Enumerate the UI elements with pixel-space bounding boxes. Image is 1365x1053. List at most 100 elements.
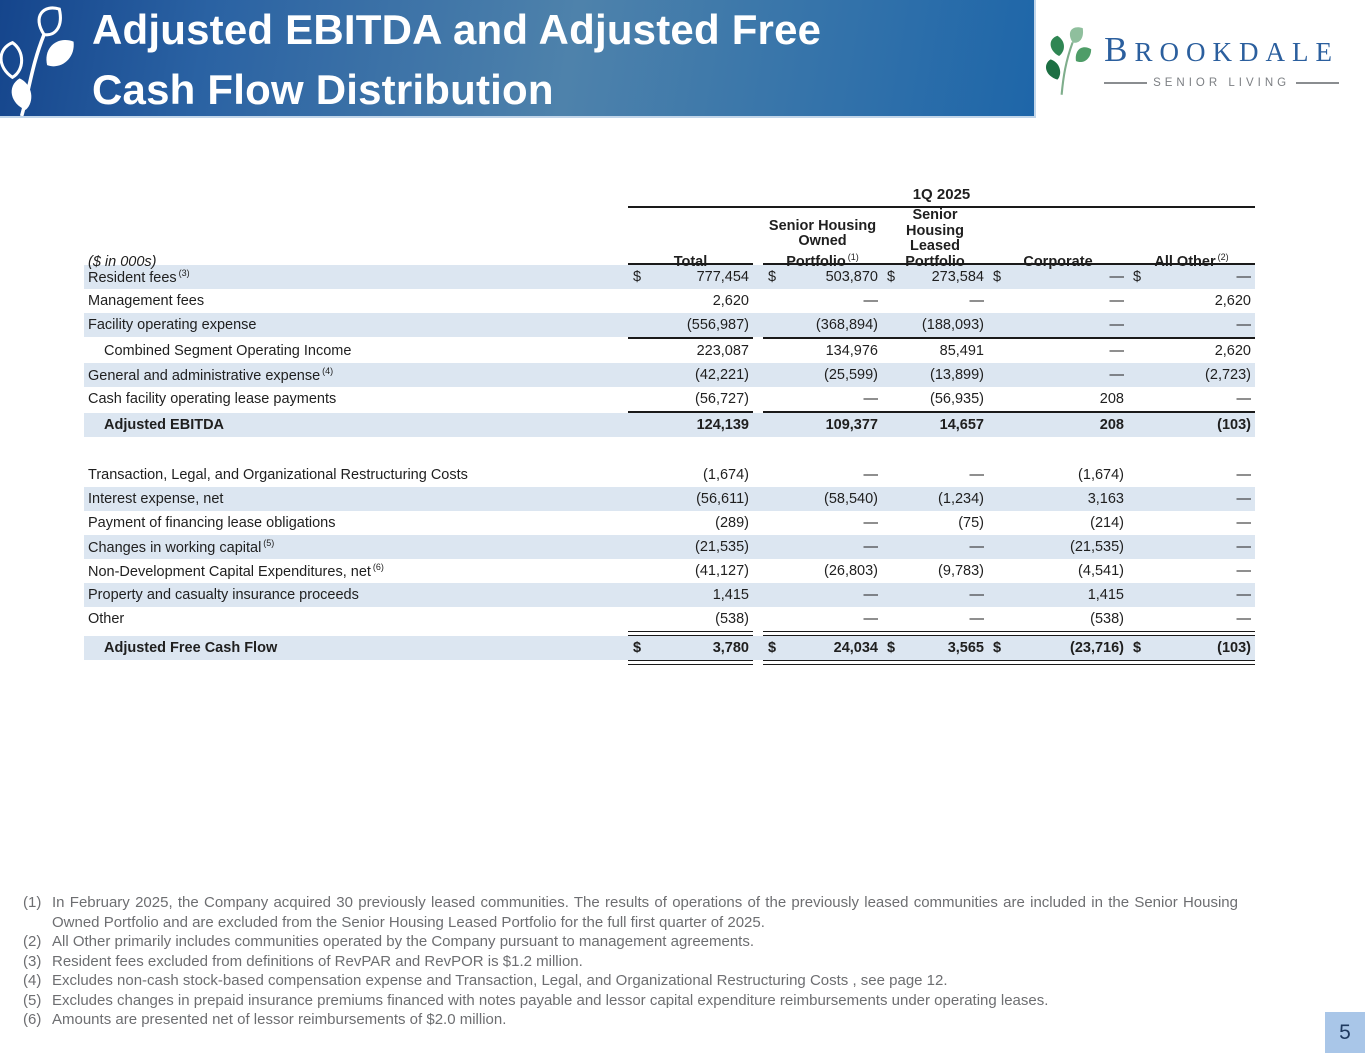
cell-value: —	[882, 539, 988, 555]
cell-value: 208	[988, 417, 1128, 433]
row-label: Interest expense, net	[88, 491, 224, 507]
cell-value: —	[763, 587, 882, 603]
column-header-line: Leased	[910, 238, 960, 254]
footnote-ref: (4)	[322, 366, 334, 376]
cell-value: —	[988, 293, 1128, 309]
title-banner: Adjusted EBITDA and Adjusted Free Cash F…	[0, 0, 1036, 118]
cell-value: —	[763, 515, 882, 531]
value-text: 503,870	[825, 269, 878, 285]
value-text: (21,535)	[1069, 539, 1124, 555]
table-row: Transaction, Legal, and Organizational R…	[84, 463, 1255, 487]
value-text: —	[1236, 563, 1252, 579]
column-header: Senior Housing Leased Portfolio	[882, 207, 988, 270]
logo-leaf-icon	[1046, 27, 1092, 95]
cell-value: (56,935)	[882, 391, 988, 407]
table-row: Non-Development Capital Expenditures, ne…	[84, 559, 1255, 583]
value-text: 1,415	[1087, 587, 1124, 603]
period-header: 1Q 2025	[628, 186, 1255, 208]
header-underline	[628, 263, 1255, 265]
column-header-line: Portfolio	[905, 253, 965, 270]
column-header-line: Portfolio (1)	[786, 251, 859, 270]
value-text: (289)	[715, 515, 749, 531]
value-text: —	[1236, 269, 1252, 285]
brookdale-logo: BROOKDALE SENIOR LIVING	[1038, 24, 1340, 98]
row-label: Adjusted Free Cash Flow	[104, 640, 278, 656]
cell-value: 134,976	[763, 343, 882, 359]
cell-value: $777,454	[628, 269, 753, 285]
cell-value: 124,139	[628, 417, 753, 433]
page-number: 5	[1339, 1020, 1351, 1044]
footnote-text: Excludes changes in prepaid insurance pr…	[52, 991, 1049, 1009]
cell-value: —	[988, 317, 1128, 333]
cell-value: (103)	[1128, 417, 1255, 433]
value-text: —	[969, 467, 985, 483]
value-text: (103)	[1217, 640, 1251, 656]
cell-value: $ (23,716)	[988, 640, 1128, 656]
cell-value: —	[1128, 391, 1255, 407]
value-text: —	[863, 467, 879, 483]
cell-value: —	[1128, 467, 1255, 483]
footnote-number: (1)	[23, 894, 42, 911]
units-label: ($ in 000s)	[88, 253, 157, 270]
cell-value: —	[763, 611, 882, 627]
cell-value: —	[882, 587, 988, 603]
cell-value: (26,803)	[763, 563, 882, 579]
cell-value: (1,674)	[628, 467, 753, 483]
logo-text: BROOKDALE SENIOR LIVING	[1104, 30, 1340, 89]
cell-value: (56,727)	[628, 391, 753, 407]
cell-value: —	[763, 293, 882, 309]
logo-tagline: SENIOR LIVING	[1104, 77, 1340, 89]
value-text: 273,584	[931, 269, 984, 285]
footnotes: (1) In February 2025, the Company acquire…	[23, 893, 1238, 1030]
cell-value: (538)	[628, 611, 753, 627]
cell-value: 3,163	[988, 491, 1128, 507]
financial-table: 1Q 2025 ($ in 000s) Total Senior Housing O…	[84, 186, 1255, 665]
cell-value: —	[1128, 563, 1255, 579]
dollar-sign: $	[1133, 269, 1142, 285]
value-text: 134,976	[825, 343, 878, 359]
value-text: 223,087	[696, 343, 749, 359]
value-text: 777,454	[696, 269, 749, 285]
value-text: —	[969, 587, 985, 603]
value-text: 2,620	[712, 293, 749, 309]
value-text: 208	[1099, 391, 1124, 407]
row-label: Combined Segment Operating Income	[104, 343, 352, 359]
value-text: —	[1236, 539, 1252, 555]
value-text: (75)	[958, 515, 984, 531]
cell-value: (214)	[988, 515, 1128, 531]
accounting-rule	[628, 660, 1255, 665]
column-header-line: Corporate	[1023, 253, 1093, 270]
cell-value: (9,783)	[882, 563, 988, 579]
cell-value: —	[882, 467, 988, 483]
accounting-rule	[628, 631, 1255, 636]
cell-value: (13,899)	[882, 367, 988, 383]
cell-value: (25,599)	[763, 367, 882, 383]
footnote-number: (4)	[23, 972, 42, 989]
table-body: Resident fees (3) $777,454 $503,870 $273,584…	[84, 265, 1255, 665]
value-text: (1,234)	[938, 491, 984, 507]
value-text: (23,716)	[1069, 640, 1124, 656]
table-row: Property and casualty insurance proceeds…	[84, 583, 1255, 607]
value-text: (556,987)	[686, 317, 749, 333]
row-label: Transaction, Legal, and Organizational R…	[88, 467, 468, 483]
cell-value: (41,127)	[628, 563, 753, 579]
table-row: Cash facility operating lease payments (5…	[84, 387, 1255, 411]
footnote-ref: (6)	[372, 562, 384, 572]
value-text: —	[1236, 467, 1252, 483]
cell-value: $ —	[1128, 269, 1255, 285]
cell-value: (21,535)	[988, 539, 1128, 555]
dollar-sign: $	[768, 269, 777, 285]
cell-value: $3,780	[628, 640, 753, 656]
value-text: 2,620	[1214, 293, 1251, 309]
cell-value: 85,491	[882, 343, 988, 359]
cell-value: (538)	[988, 611, 1128, 627]
cell-value: (368,894)	[763, 317, 882, 333]
cell-value: $24,034	[763, 640, 882, 656]
logo-brand-text: BROOKDALE	[1104, 30, 1339, 69]
dollar-sign: $	[887, 640, 896, 656]
row-label: Resident fees (3)	[88, 268, 190, 286]
cell-value: —	[763, 539, 882, 555]
cell-value: —	[1128, 317, 1255, 333]
dollar-sign: $	[993, 640, 1002, 656]
